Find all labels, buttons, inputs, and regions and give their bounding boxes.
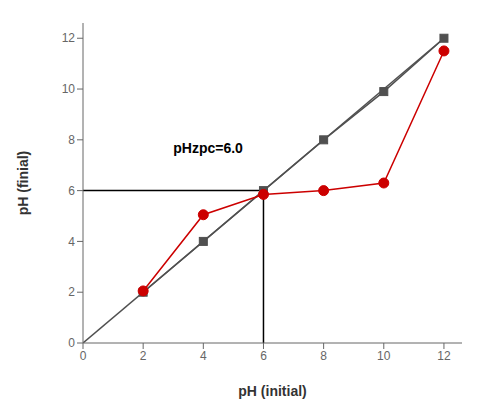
svg-text:12: 12: [437, 349, 451, 363]
svg-text:6: 6: [260, 349, 267, 363]
svg-text:pHzpc=6.0: pHzpc=6.0: [173, 140, 243, 156]
svg-text:2: 2: [68, 285, 75, 299]
svg-text:0: 0: [80, 349, 87, 363]
svg-text:8: 8: [68, 133, 75, 147]
svg-text:2: 2: [140, 349, 147, 363]
svg-text:4: 4: [68, 235, 75, 249]
svg-text:0: 0: [68, 336, 75, 350]
svg-text:pH (initial): pH (initial): [238, 383, 306, 399]
svg-text:10: 10: [377, 349, 391, 363]
svg-text:8: 8: [320, 349, 327, 363]
svg-text:4: 4: [200, 349, 207, 363]
svg-text:10: 10: [62, 82, 76, 96]
svg-text:pH (finial): pH (finial): [15, 151, 31, 216]
svg-text:6: 6: [68, 184, 75, 198]
svg-text:12: 12: [62, 31, 76, 45]
